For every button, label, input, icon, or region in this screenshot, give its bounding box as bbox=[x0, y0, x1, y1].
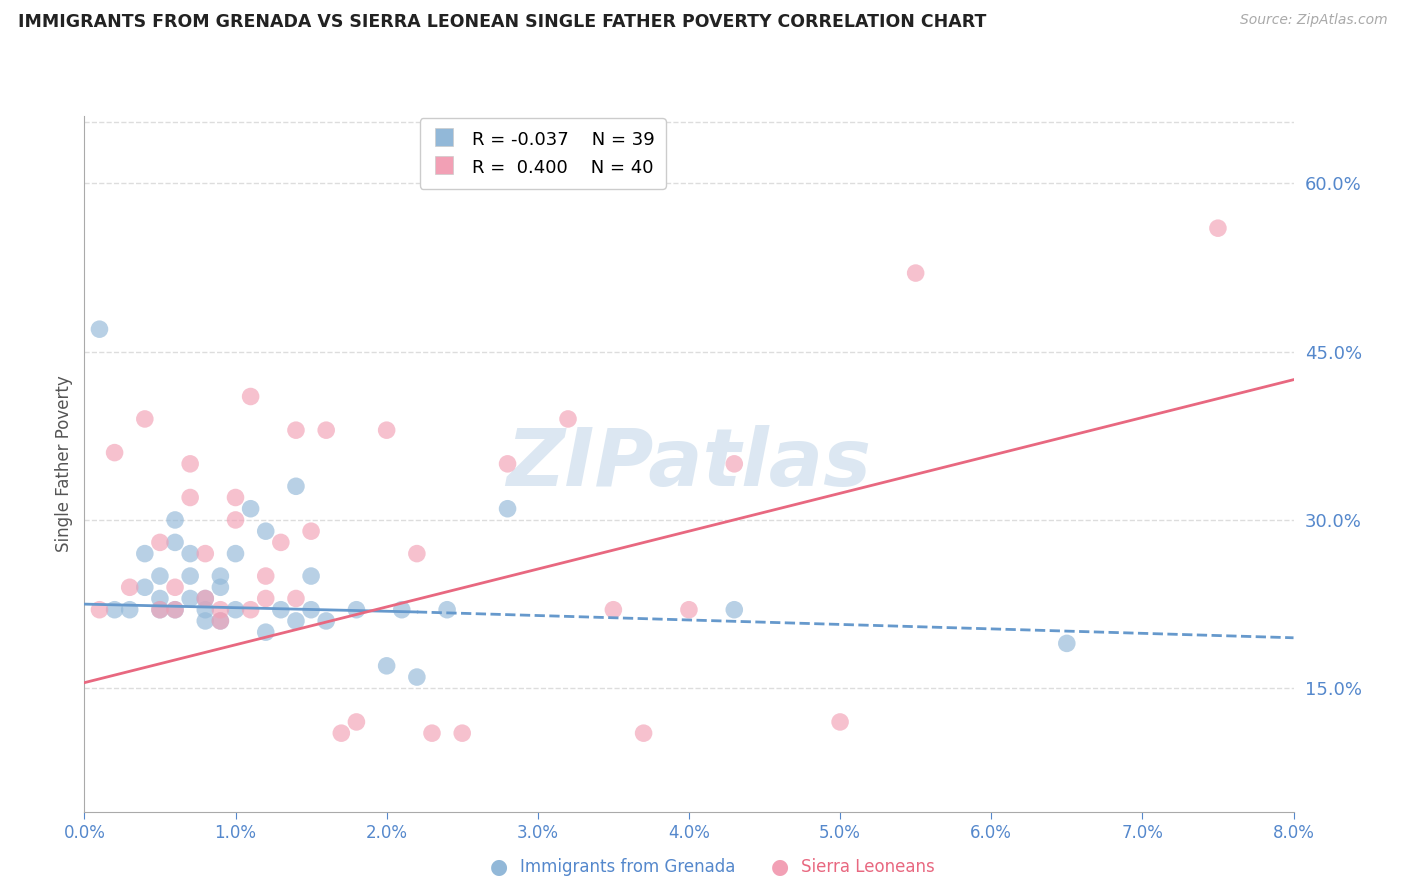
Point bbox=[315, 423, 337, 437]
Point bbox=[194, 614, 217, 628]
Point bbox=[89, 603, 111, 617]
Point bbox=[149, 603, 172, 617]
Point bbox=[723, 603, 745, 617]
Point bbox=[346, 603, 368, 617]
Point bbox=[194, 547, 217, 561]
Point bbox=[285, 614, 308, 628]
Point bbox=[165, 580, 187, 594]
Text: Source: ZipAtlas.com: Source: ZipAtlas.com bbox=[1240, 13, 1388, 28]
Point bbox=[225, 547, 247, 561]
Point bbox=[104, 445, 127, 459]
Point bbox=[118, 603, 141, 617]
Point bbox=[179, 591, 201, 606]
Point bbox=[165, 603, 187, 617]
Point bbox=[118, 580, 141, 594]
Point bbox=[270, 603, 292, 617]
Point bbox=[299, 603, 322, 617]
Point bbox=[723, 457, 745, 471]
Text: ●: ● bbox=[491, 857, 508, 877]
Point bbox=[89, 322, 111, 336]
Point bbox=[194, 591, 217, 606]
Point bbox=[209, 614, 232, 628]
Point bbox=[330, 726, 353, 740]
Point bbox=[209, 580, 232, 594]
Point bbox=[285, 479, 308, 493]
Legend: R = -0.037    N = 39, R =  0.400    N = 40: R = -0.037 N = 39, R = 0.400 N = 40 bbox=[420, 118, 666, 188]
Point bbox=[225, 513, 247, 527]
Point bbox=[270, 535, 292, 549]
Point bbox=[904, 266, 927, 280]
Point bbox=[239, 390, 262, 404]
Point bbox=[134, 580, 156, 594]
Point bbox=[225, 603, 247, 617]
Point bbox=[254, 625, 277, 640]
Point bbox=[633, 726, 655, 740]
Point bbox=[391, 603, 413, 617]
Point bbox=[346, 714, 368, 729]
Point bbox=[104, 603, 127, 617]
Point bbox=[830, 714, 852, 729]
Point bbox=[451, 726, 474, 740]
Point bbox=[149, 603, 172, 617]
Point bbox=[179, 569, 201, 583]
Point bbox=[285, 591, 308, 606]
Point bbox=[1206, 221, 1229, 235]
Point bbox=[254, 524, 277, 538]
Point bbox=[557, 412, 579, 426]
Point bbox=[436, 603, 458, 617]
Point bbox=[678, 603, 700, 617]
Point bbox=[134, 547, 156, 561]
Point bbox=[179, 491, 201, 505]
Y-axis label: Single Father Poverty: Single Father Poverty bbox=[55, 376, 73, 552]
Text: ●: ● bbox=[772, 857, 789, 877]
Point bbox=[406, 670, 429, 684]
Point bbox=[225, 491, 247, 505]
Point bbox=[165, 603, 187, 617]
Point bbox=[149, 591, 172, 606]
Point bbox=[179, 457, 201, 471]
Text: Immigrants from Grenada: Immigrants from Grenada bbox=[520, 858, 735, 876]
Point bbox=[165, 513, 187, 527]
Point bbox=[375, 423, 398, 437]
Point bbox=[254, 569, 277, 583]
Point bbox=[194, 591, 217, 606]
Text: ZIPatlas: ZIPatlas bbox=[506, 425, 872, 503]
Point bbox=[254, 591, 277, 606]
Point bbox=[209, 569, 232, 583]
Point bbox=[149, 569, 172, 583]
Point bbox=[285, 423, 308, 437]
Point bbox=[420, 726, 443, 740]
Point bbox=[496, 457, 519, 471]
Text: IMMIGRANTS FROM GRENADA VS SIERRA LEONEAN SINGLE FATHER POVERTY CORRELATION CHAR: IMMIGRANTS FROM GRENADA VS SIERRA LEONEA… bbox=[18, 13, 987, 31]
Point bbox=[179, 547, 201, 561]
Point bbox=[239, 603, 262, 617]
Text: Sierra Leoneans: Sierra Leoneans bbox=[801, 858, 935, 876]
Point bbox=[315, 614, 337, 628]
Point bbox=[209, 603, 232, 617]
Point bbox=[375, 658, 398, 673]
Point bbox=[194, 603, 217, 617]
Point bbox=[134, 412, 156, 426]
Point bbox=[165, 535, 187, 549]
Point bbox=[602, 603, 624, 617]
Point bbox=[149, 535, 172, 549]
Point bbox=[299, 569, 322, 583]
Point bbox=[299, 524, 322, 538]
Point bbox=[1056, 636, 1078, 650]
Point bbox=[406, 547, 429, 561]
Point bbox=[209, 614, 232, 628]
Point bbox=[496, 501, 519, 516]
Point bbox=[239, 501, 262, 516]
